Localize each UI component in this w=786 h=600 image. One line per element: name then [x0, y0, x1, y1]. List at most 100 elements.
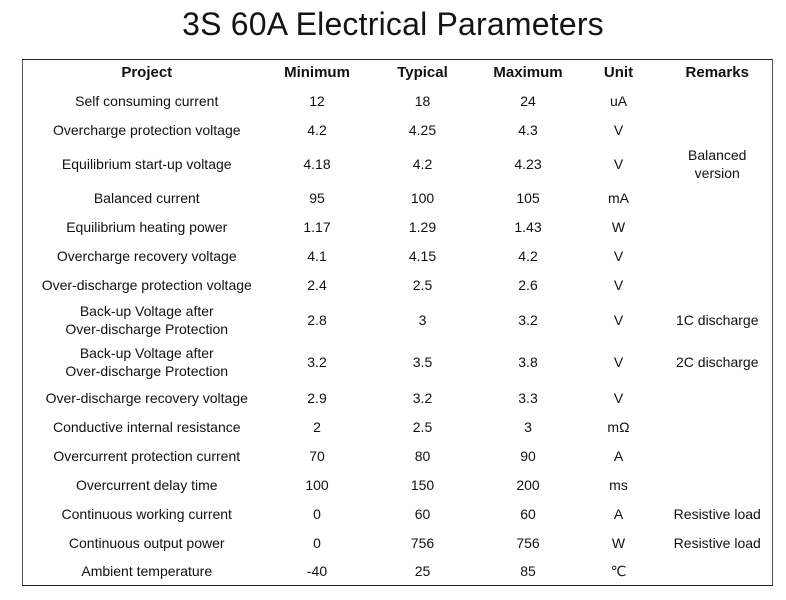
remarks-balanced-line2: version: [694, 164, 740, 181]
project-line1: Back-up Voltage after: [79, 345, 214, 361]
table-row: Conductive internal resistance 2 2.5 3 m…: [23, 412, 773, 441]
header-unit: Unit: [603, 64, 634, 81]
typical-cell: 2.5: [412, 418, 433, 435]
minimum-cell: 0: [313, 534, 321, 551]
minimum-cell: -40: [306, 563, 328, 579]
maximum-cell: 60: [520, 505, 536, 522]
header-minimum: Minimum: [284, 64, 350, 81]
minimum-cell: 4.18: [303, 155, 331, 172]
remarks-balanced-line1: Balanced: [688, 146, 747, 163]
typical-cell: 4.2: [412, 155, 433, 172]
maximum-cell: 105: [516, 189, 540, 206]
project-cell: Equilibrium start-up voltage: [61, 155, 232, 172]
maximum-cell: 1.43: [514, 218, 542, 235]
unit-cell: V: [613, 155, 624, 172]
project-cell: Overcurrent protection current: [53, 447, 241, 464]
header-remarks: Remarks: [685, 64, 749, 81]
project-line1: Back-up Voltage after: [79, 303, 214, 319]
maximum-cell: 4.2: [518, 247, 538, 264]
typical-cell: 2.5: [412, 276, 433, 293]
unit-cell: mA: [608, 189, 629, 206]
unit-cell: V: [613, 276, 624, 293]
unit-cell: V: [613, 247, 624, 264]
remarks-cell: [663, 270, 773, 299]
table-row: Over-discharge protection voltage 2.4 2.…: [23, 270, 773, 299]
unit-cell: ℃: [610, 563, 627, 579]
maximum-cell: 756: [516, 534, 540, 551]
project-line2: Over-discharge Protection: [65, 363, 229, 379]
project-cell: Overcharge protection voltage: [52, 121, 241, 138]
typical-cell: 150: [410, 476, 435, 493]
table-row: Ambient temperature -40 25 85 ℃: [23, 557, 773, 586]
table-row: Continuous output power 0 756 756 W Resi…: [23, 528, 773, 557]
typical-cell: 100: [410, 189, 435, 206]
maximum-cell: 3.2: [518, 312, 538, 328]
project-line2: Over-discharge Protection: [65, 321, 229, 337]
project-cell: Self consuming current: [75, 92, 219, 109]
table-row: Equilibrium heating power 1.17 1.29 1.43…: [23, 212, 773, 241]
project-cell: Over-discharge protection voltage: [41, 276, 252, 293]
minimum-cell: 1.17: [303, 218, 331, 235]
remarks-cell: [663, 241, 773, 270]
header-maximum: Maximum: [493, 64, 563, 81]
unit-cell: V: [613, 354, 624, 370]
maximum-cell: 4.3: [518, 121, 538, 138]
project-cell: Conductive internal resistance: [52, 418, 241, 435]
minimum-cell: 95: [309, 189, 325, 206]
maximum-cell: 24: [520, 92, 536, 109]
remarks-cell: [663, 441, 773, 470]
unit-cell: uA: [609, 92, 628, 109]
unit-cell: V: [613, 121, 624, 138]
project-cell: Balanced current: [93, 189, 200, 206]
unit-cell: ms: [609, 476, 628, 493]
minimum-cell: 2.8: [307, 312, 327, 328]
table-row: Overcharge recovery voltage 4.1 4.15 4.2…: [23, 241, 773, 270]
maximum-cell: 2.6: [518, 276, 538, 293]
project-cell: Back-up Voltage after Over-discharge Pro…: [23, 299, 271, 341]
unit-cell: W: [611, 218, 626, 235]
remarks-cell: [663, 383, 773, 412]
unit-cell: A: [613, 447, 624, 464]
unit-cell: V: [613, 389, 624, 406]
typical-cell: 60: [414, 505, 431, 522]
remarks-cell: Resistive load: [673, 534, 761, 551]
typical-cell: 80: [414, 447, 431, 464]
table-row: Equilibrium start-up voltage 4.18 4.2 4.…: [23, 144, 773, 183]
minimum-cell: 70: [309, 447, 325, 464]
project-cell: Continuous output power: [68, 534, 225, 551]
header-typical: Typical: [397, 64, 448, 81]
minimum-cell: 3.2: [307, 354, 327, 370]
remarks-cell: [663, 470, 773, 499]
project-cell: Continuous working current: [61, 505, 232, 522]
remarks-cell: [663, 86, 773, 115]
typical-cell: 3.5: [412, 354, 433, 370]
project-cell: Back-up Voltage after Over-discharge Pro…: [23, 341, 271, 383]
remarks-cell: [663, 557, 773, 586]
maximum-cell: 3.8: [518, 354, 538, 370]
typical-cell: 4.15: [408, 247, 437, 264]
remarks-cell: [663, 115, 773, 144]
typical-cell: 18: [414, 92, 431, 109]
typical-cell: 25: [414, 563, 431, 579]
maximum-cell: 90: [520, 447, 536, 464]
typical-cell: 4.25: [408, 121, 437, 138]
minimum-cell: 100: [305, 476, 329, 493]
remarks-cell: 2C discharge: [676, 354, 759, 370]
minimum-cell: 12: [309, 92, 325, 109]
remarks-cell: 1C discharge: [676, 312, 759, 328]
typical-cell: 3: [418, 312, 427, 328]
typical-cell: 3.2: [412, 389, 433, 406]
table-row: Overcurrent delay time 100 150 200 ms: [23, 470, 773, 499]
minimum-cell: 4.1: [307, 247, 327, 264]
minimum-cell: 4.2: [307, 121, 327, 138]
unit-cell: mΩ: [607, 418, 630, 435]
project-cell: Overcharge recovery voltage: [56, 247, 237, 264]
table-row: Balanced current 95 100 105 mA: [23, 183, 773, 212]
unit-cell: A: [613, 505, 624, 522]
unit-cell: W: [611, 534, 626, 551]
maximum-cell: 85: [520, 563, 536, 579]
table-header-row: Project Minimum Typical Maximum Unit Rem…: [23, 60, 773, 87]
remarks-cell: [663, 212, 773, 241]
table-row: Overcurrent protection current 70 80 90 …: [23, 441, 773, 470]
header-project: Project: [121, 64, 173, 81]
